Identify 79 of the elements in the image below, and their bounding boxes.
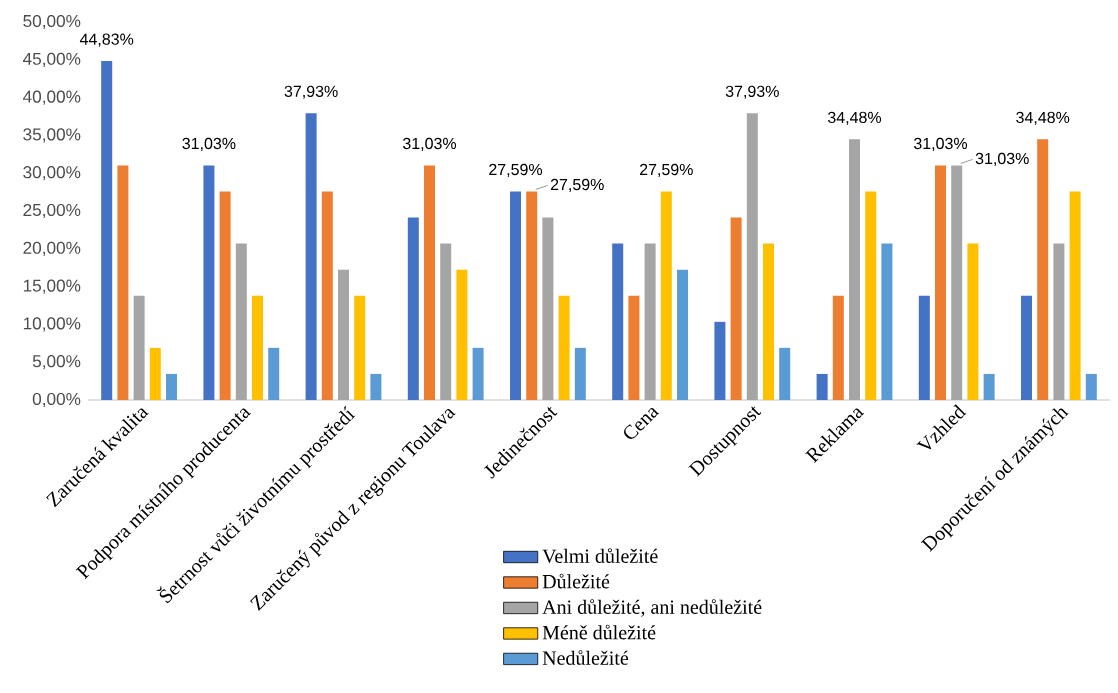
y-tick-label: 0,00% [32,392,81,408]
bar [730,217,742,400]
bar [235,243,247,400]
data-label: 34,48% [1016,111,1070,125]
bar [321,191,333,400]
bar [677,269,689,400]
data-label: 31,03% [182,137,236,152]
bar [644,243,656,400]
bar [268,347,280,400]
bar [1037,139,1049,400]
bar [865,191,877,400]
bar [1085,373,1097,400]
bar [1021,295,1033,400]
y-tick-label: 10,00% [23,317,81,332]
bar [1069,191,1081,400]
bar [967,243,979,400]
bar [117,165,129,400]
bar [338,269,350,400]
y-tick-label: 30,00% [23,166,81,181]
bar [440,243,452,400]
bar [881,243,893,400]
bar [510,191,522,400]
x-tick-label: Cena [624,408,660,439]
y-tick-label: 50,00% [23,14,81,30]
bar [354,295,366,400]
bar [101,61,113,400]
bar [558,295,570,400]
bar [542,217,554,400]
bar [935,165,947,400]
y-tick-label: 45,00% [23,52,81,67]
bar [918,295,930,400]
bar [763,243,775,400]
bar [628,295,640,400]
bar [746,113,758,400]
data-label: 44,83% [79,33,134,47]
legend-label: Nedůležité [542,650,629,665]
bar [203,165,215,400]
bar [370,373,382,400]
bar [983,373,995,400]
data-label: 34,48% [827,111,882,125]
y-tick-label: 15,00% [23,279,81,294]
y-tick-label: 20,00% [23,241,81,256]
bar [133,295,145,400]
bar [526,191,538,400]
data-label: 37,93% [725,85,779,99]
bar [305,113,317,400]
legend-label: Velmi důležité [542,548,658,564]
bar [832,295,844,400]
bar [219,191,231,400]
legend-label: Ani důležité, ani nedůležité [542,599,762,617]
bar [472,347,484,400]
data-label: 31,03% [913,137,968,152]
bar [714,321,726,400]
legend-label: Důležité [542,573,610,589]
bar [660,191,672,400]
bar [574,347,586,400]
y-tick-label: 5,00% [32,355,81,370]
bar [407,217,419,400]
data-label: 37,93% [284,85,338,99]
bar [424,165,436,400]
data-label: 27,59% [550,178,604,193]
y-tick-label: 40,00% [23,90,81,105]
bar [779,347,791,400]
data-label: 27,59% [489,163,543,178]
bar [612,243,624,400]
data-label: 31,03% [402,137,457,152]
bar [816,373,828,400]
bar [252,295,264,400]
y-tick-label: 25,00% [23,203,81,219]
bar [166,373,178,400]
legend-label: Méně důležité [542,624,656,640]
bar [951,165,963,400]
data-label: 27,59% [639,163,693,178]
bar [1053,243,1065,400]
y-tick-label: 35,00% [23,128,81,143]
data-label: 31,03% [975,152,1029,167]
bar [849,139,861,400]
bar [149,347,161,400]
bar [456,269,468,400]
